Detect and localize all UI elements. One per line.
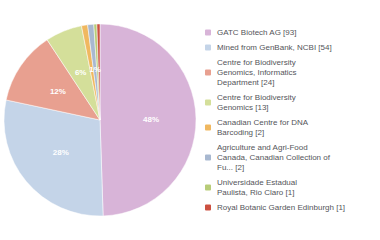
svg-text:12%: 12% bbox=[50, 87, 66, 96]
svg-text:1%: 1% bbox=[89, 65, 101, 74]
svg-text:Canada, Canadian Collection of: Canada, Canadian Collection of bbox=[217, 153, 331, 162]
svg-text:GATC Biotech AG [93]: GATC Biotech AG [93] bbox=[217, 28, 296, 37]
svg-text:Genomics [13]: Genomics [13] bbox=[217, 103, 269, 112]
svg-text:Agriculture and Agri-Food: Agriculture and Agri-Food bbox=[217, 143, 308, 152]
svg-text:Centre for Biodiversity: Centre for Biodiversity bbox=[217, 93, 296, 102]
svg-text:48%: 48% bbox=[143, 115, 159, 124]
svg-text:Mined from GenBank, NCBI [54]: Mined from GenBank, NCBI [54] bbox=[217, 43, 332, 52]
svg-text:Centre for Biodiversity: Centre for Biodiversity bbox=[217, 58, 296, 67]
svg-text:Universidade Estadual: Universidade Estadual bbox=[217, 178, 297, 187]
svg-text:6%: 6% bbox=[75, 68, 87, 77]
svg-text:Barcoding [2]: Barcoding [2] bbox=[217, 128, 264, 137]
svg-text:Canadian Centre for DNA: Canadian Centre for DNA bbox=[217, 118, 309, 127]
svg-text:Department [24]: Department [24] bbox=[217, 78, 274, 87]
svg-text:28%: 28% bbox=[53, 148, 69, 157]
svg-text:Fu... [2]: Fu... [2] bbox=[217, 163, 244, 172]
svg-text:Paulista, Rio Claro [1]: Paulista, Rio Claro [1] bbox=[217, 188, 294, 197]
svg-text:Royal Botanic Garden Edinburgh: Royal Botanic Garden Edinburgh [1] bbox=[217, 203, 345, 212]
svg-text:Genomics, Informatics: Genomics, Informatics bbox=[217, 68, 297, 77]
